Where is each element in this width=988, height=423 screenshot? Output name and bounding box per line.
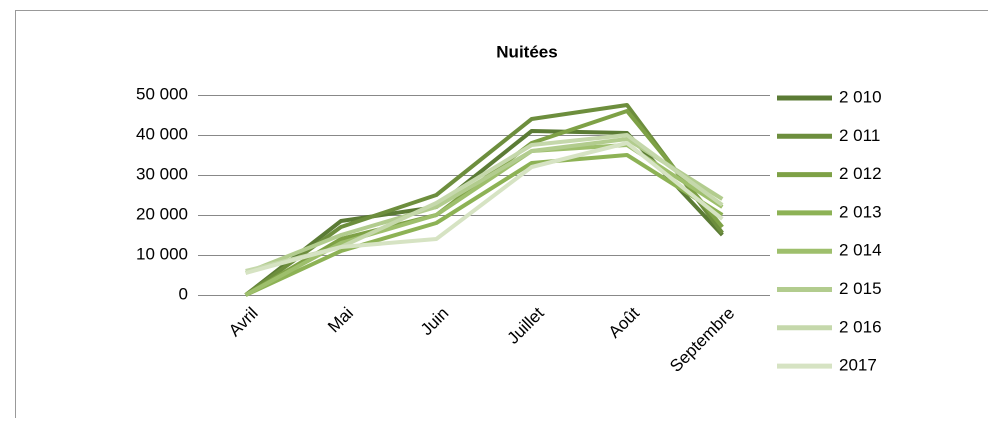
legend-label: 2 010 xyxy=(839,87,882,106)
y-tick-label: 50 000 xyxy=(136,84,188,103)
legend-label: 2 013 xyxy=(839,202,882,221)
legend-label: 2 014 xyxy=(839,241,882,260)
legend-label: 2 011 xyxy=(839,126,880,145)
x-tick-label: Mai xyxy=(324,304,357,337)
y-tick-label: 20 000 xyxy=(136,204,188,223)
y-tick-label: 30 000 xyxy=(136,164,188,183)
y-tick-label: 0 xyxy=(179,284,188,303)
series-line xyxy=(244,103,724,297)
x-tick-label: Août xyxy=(605,303,643,341)
x-tick-label: Juillet xyxy=(503,303,547,347)
y-tick-label: 10 000 xyxy=(136,244,188,263)
series-line xyxy=(245,141,724,275)
x-tick-label: Juin xyxy=(417,304,452,339)
legend-label: 2017 xyxy=(839,356,877,375)
legend-label: 2 012 xyxy=(839,164,882,183)
legend-label: 2 016 xyxy=(839,317,882,336)
x-tick-label: Avril xyxy=(225,304,262,341)
y-tick-label: 40 000 xyxy=(136,124,188,143)
series-line xyxy=(244,153,724,297)
legend-label: 2 015 xyxy=(839,279,882,298)
chart-title: Nuitées xyxy=(496,42,557,61)
x-tick-label: Septembre xyxy=(666,304,738,376)
